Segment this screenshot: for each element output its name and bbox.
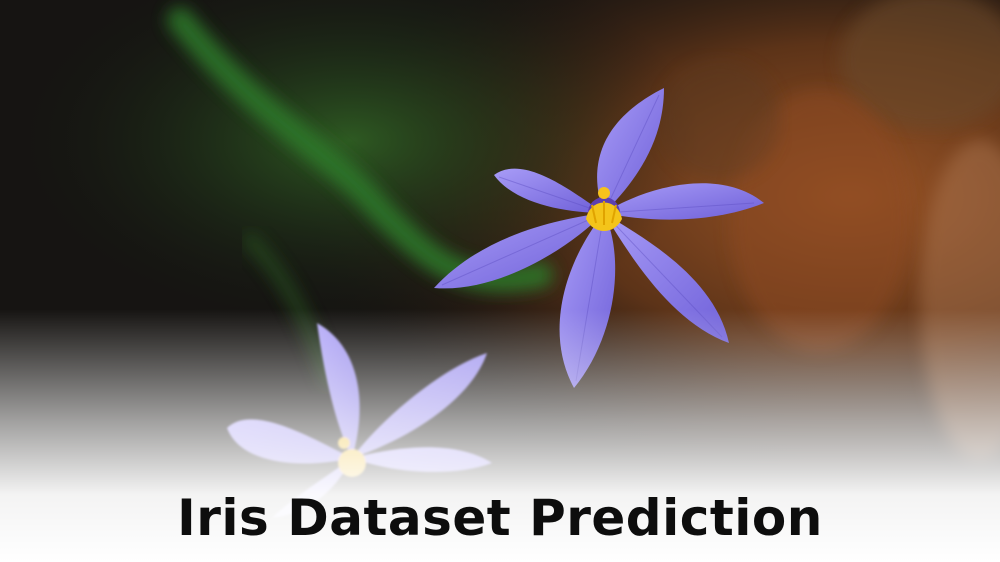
banner-title: Iris Dataset Prediction	[177, 489, 823, 547]
